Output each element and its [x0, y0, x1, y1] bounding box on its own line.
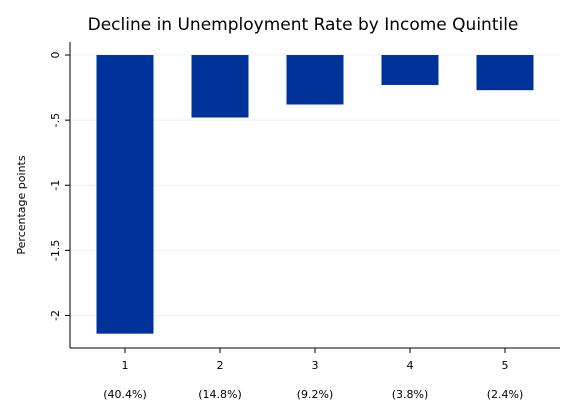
x-tick-note: (3.8%)	[392, 388, 429, 401]
x-tick-note: (2.4%)	[487, 388, 524, 401]
bar	[96, 55, 154, 334]
y-tick-label: -.5	[49, 113, 62, 127]
bar	[286, 55, 344, 105]
x-tick-note: (14.8%)	[198, 388, 242, 401]
x-tick-label: 4	[407, 359, 414, 372]
y-tick-label: -2	[49, 310, 62, 321]
y-axis-label: Percentage points	[15, 155, 28, 254]
bar	[476, 55, 534, 91]
x-tick-note: (9.2%)	[297, 388, 334, 401]
x-tick-note: (40.4%)	[103, 388, 147, 401]
x-tick-label: 1	[122, 359, 129, 372]
x-tick-label: 2	[217, 359, 224, 372]
bar	[381, 55, 439, 85]
y-tick-label: -1	[49, 180, 62, 191]
x-tick-label: 3	[312, 359, 319, 372]
x-tick-label: 5	[502, 359, 509, 372]
y-tick-label: -1.5	[49, 240, 62, 261]
chart-title: Decline in Unemployment Rate by Income Q…	[88, 15, 519, 35]
y-tick-label: 0	[49, 52, 62, 59]
bar	[191, 55, 249, 118]
